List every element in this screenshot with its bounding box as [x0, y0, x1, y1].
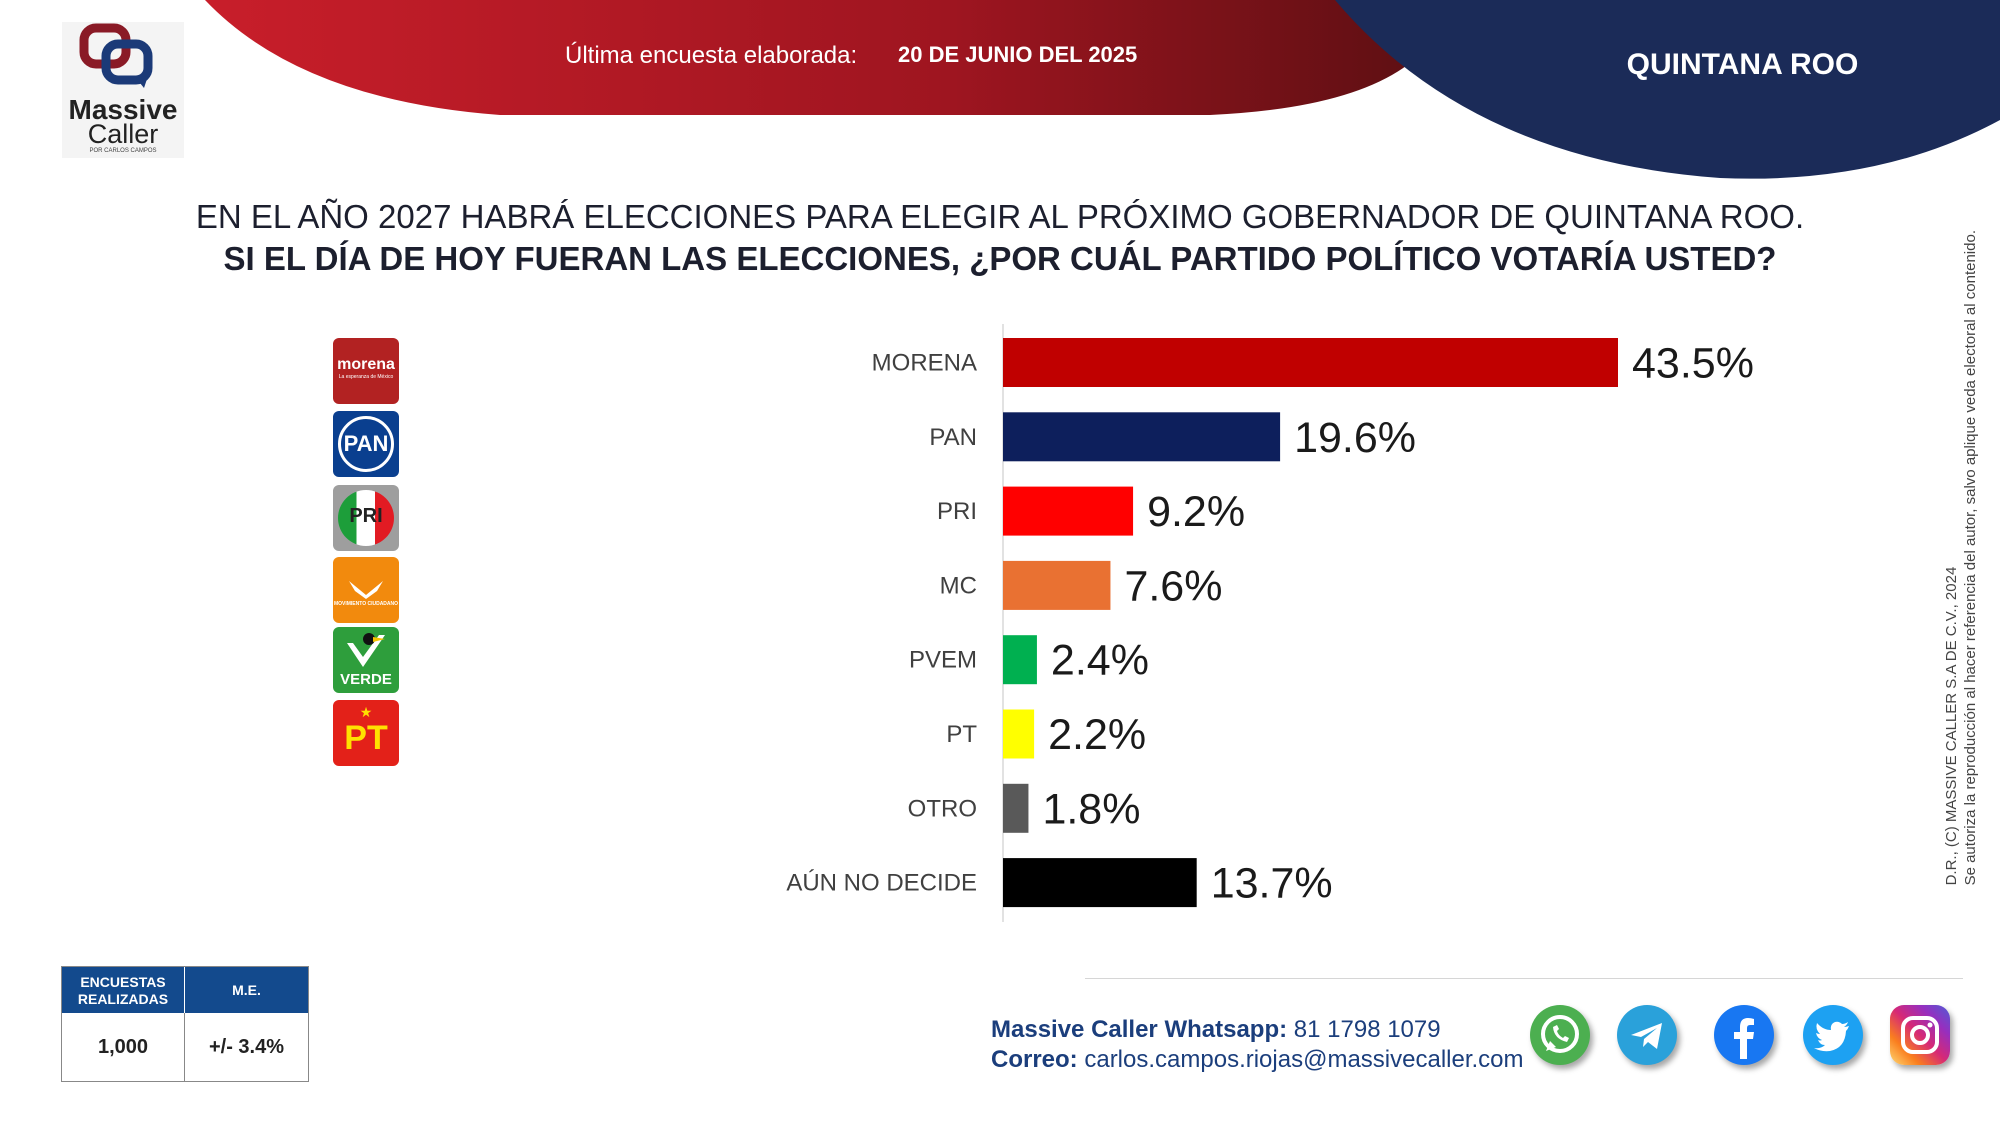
- mc-logo: MOVIMIENTO CIUDADANO: [333, 557, 399, 623]
- verde-logo: VERDE: [333, 627, 399, 693]
- value-label-pan: 19.6%: [1294, 414, 1416, 462]
- instagram-icon[interactable]: [1890, 1005, 1950, 1065]
- category-label-otro: OTRO: [908, 795, 977, 822]
- mc-eagle-icon: [349, 581, 383, 599]
- navy-banner-shape: [1335, 0, 2000, 179]
- margin-value: +/- 3.4%: [208, 1036, 285, 1058]
- bar-otro: [1003, 783, 1029, 833]
- morena-logo-subtext: La esperanza de México: [338, 374, 394, 380]
- surveys-value: 1,000: [62, 1013, 185, 1081]
- surveys-header: ENCUESTAS REALIZADAS: [62, 967, 184, 1013]
- value-label-pt: 2.2%: [1048, 711, 1146, 759]
- twitter-icon[interactable]: [1803, 1005, 1863, 1065]
- survey-date-label: Última encuesta elaborada:: [565, 42, 858, 69]
- red-banner-shape: [205, 0, 1450, 115]
- morena-logo-text: morena: [337, 356, 395, 373]
- morena-logo: morena La esperanza de México: [333, 338, 399, 404]
- logo-tagline: POR CARLOS CAMPOS: [89, 148, 157, 154]
- pan-logo-text: PAN: [343, 431, 389, 456]
- state-name: QUINTANA ROO: [1626, 48, 1859, 81]
- question-line-2: SI EL DÍA DE HOY FUERAN LAS ELECCIONES, …: [223, 240, 1777, 277]
- value-label-pri: 9.2%: [1147, 488, 1245, 536]
- massive-caller-logo: Massive Caller POR CARLOS CAMPOS: [62, 22, 184, 158]
- category-label-pvem: PVEM: [909, 647, 977, 674]
- category-label-morena: MORENA: [872, 350, 977, 377]
- verde-logo-text: VERDE: [340, 671, 392, 688]
- logo-word-caller: Caller: [87, 119, 159, 149]
- copyright-line-2: Se autoriza la reproducción al hacer ref…: [1962, 230, 1979, 886]
- value-label-morena: 43.5%: [1632, 340, 1754, 388]
- value-label-pvem: 2.4%: [1051, 637, 1149, 685]
- pt-star-icon: ★: [359, 704, 373, 720]
- pan-logo: PAN: [333, 411, 399, 477]
- whatsapp-contact: Massive Caller Whatsapp: 81 1798 1079: [991, 1016, 1441, 1044]
- bar-pvem: [1003, 635, 1037, 685]
- email-address[interactable]: carlos.campos.riojas@massivecaller.com: [1084, 1046, 1524, 1073]
- verde-toucan-icon: [347, 633, 385, 667]
- category-label-pt: PT: [946, 721, 977, 748]
- bar-mc: [1003, 560, 1111, 610]
- bar-pan: [1003, 412, 1281, 462]
- question-line-1: EN EL AÑO 2027 HABRÁ ELECCIONES PARA ELE…: [195, 198, 1805, 235]
- email-label: Correo:: [991, 1046, 1078, 1073]
- telegram-icon[interactable]: [1617, 1005, 1677, 1065]
- footer-divider: [1085, 978, 1963, 979]
- pt-logo: ★ PT: [333, 700, 399, 766]
- bar-a-n-no-decide: [1003, 858, 1197, 908]
- category-label-pan: PAN: [929, 424, 977, 451]
- category-label-a-n-no-decide: AÚN NO DECIDE: [786, 870, 977, 897]
- whatsapp-icon[interactable]: [1530, 1005, 1590, 1065]
- mc-logo-text: MOVIMIENTO CIUDADANO: [333, 601, 399, 607]
- value-label-otro: 1.8%: [1042, 785, 1140, 833]
- copyright-line-1: D.R., (C) MASSIVE CALLER S.A DE C.V., 20…: [1943, 566, 1960, 886]
- email-contact: Correo: carlos.campos.riojas@massivecall…: [991, 1046, 1524, 1074]
- pri-logo-text: PRI: [349, 505, 383, 527]
- logo-mark-icon: [79, 23, 153, 88]
- bar-pri: [1003, 486, 1134, 536]
- whatsapp-label: Massive Caller Whatsapp:: [991, 1016, 1288, 1043]
- category-label-mc: MC: [940, 572, 977, 599]
- margin-header: M.E.: [185, 967, 308, 1013]
- pri-logo: PRI: [333, 485, 399, 551]
- pt-logo-text: PT: [344, 719, 388, 757]
- value-label-a-n-no-decide: 13.7%: [1211, 860, 1333, 908]
- bar-pt: [1003, 709, 1035, 759]
- category-label-pri: PRI: [937, 498, 977, 525]
- whatsapp-number[interactable]: 81 1798 1079: [1293, 1016, 1441, 1043]
- logo-word-massive: Massive: [68, 94, 178, 125]
- copyright-notice: D.R., (C) MASSIVE CALLER S.A DE C.V., 20…: [1942, 230, 1980, 885]
- facebook-icon[interactable]: [1714, 1005, 1774, 1065]
- value-label-mc: 7.6%: [1124, 562, 1222, 610]
- survey-date-value: 20 DE JUNIO DEL 2025: [898, 42, 1138, 67]
- bar-morena: [1003, 338, 1618, 387]
- sample-table: ENCUESTAS REALIZADAS M.E. 1,000 +/- 3.4%: [61, 966, 309, 1082]
